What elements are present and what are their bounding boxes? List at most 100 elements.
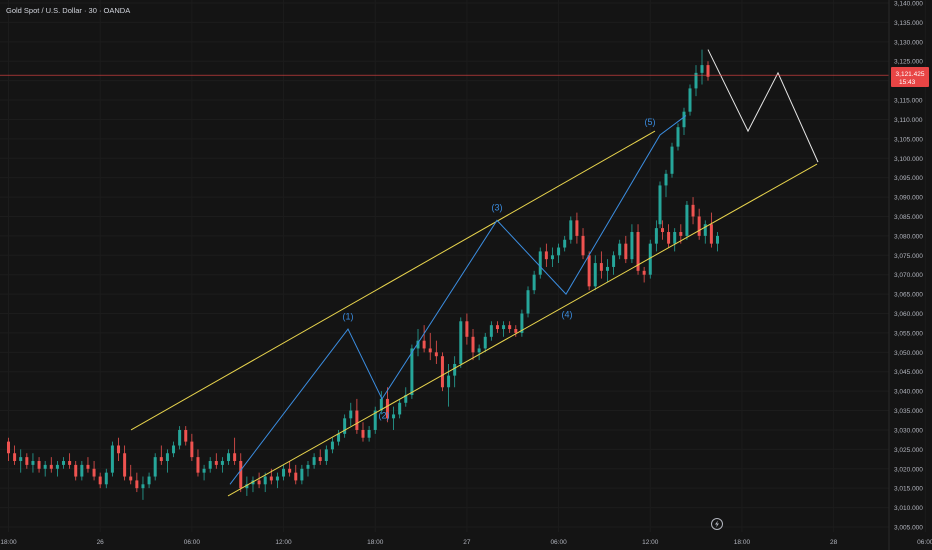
candle-body (670, 146, 674, 174)
candle-body (618, 243, 622, 256)
candle-body (349, 410, 353, 419)
candle-body (190, 441, 194, 458)
candle-body (288, 468, 292, 473)
time-tick-label: 06:00 (917, 539, 932, 546)
price-tick-label: 3,025.000 (894, 447, 923, 454)
price-tick-label: 3,050.000 (894, 350, 923, 357)
candle-body (104, 472, 108, 485)
price-tick-label: 3,015.000 (894, 486, 923, 493)
wave-label: (1) (343, 311, 354, 321)
candle-body (31, 461, 35, 465)
candle-body (636, 232, 640, 271)
candle-body (502, 325, 506, 330)
candles (7, 49, 719, 500)
candle-body (575, 220, 579, 236)
candle-body (654, 228, 658, 244)
candle-body (385, 398, 389, 419)
candle-body (706, 65, 710, 77)
countdown-label: 15:43 (899, 79, 916, 86)
candle-body (343, 418, 347, 434)
candle-body (557, 247, 561, 256)
candle-body (165, 453, 169, 462)
candle-body (282, 468, 286, 477)
candle-body (135, 480, 139, 489)
candle-body (184, 429, 188, 442)
price-tick-label: 3,010.000 (894, 505, 923, 512)
time-tick-label: 18:00 (367, 539, 384, 546)
candle-body (55, 464, 59, 469)
time-tick-label: 26 (97, 539, 105, 546)
candle-body (550, 255, 554, 260)
candle-body (19, 457, 23, 462)
candle-body (13, 453, 17, 462)
candle-body (630, 232, 634, 260)
candle-body (123, 453, 127, 477)
candle-body (147, 476, 151, 485)
candle-body (275, 476, 279, 481)
candle-body (477, 348, 481, 353)
candle-body (74, 464, 78, 477)
candle-body (25, 457, 29, 465)
grid (0, 0, 932, 532)
price-tick-label: 3,005.000 (894, 525, 923, 532)
candle-body (624, 243, 628, 260)
candle-body (447, 375, 451, 388)
price-tick-label: 3,125.000 (894, 59, 923, 66)
price-tick-label: 3,115.000 (894, 98, 923, 105)
wave-label: (5) (645, 117, 656, 127)
candle-body (92, 468, 96, 477)
candle-body (694, 72, 698, 89)
price-tick-label: 3,060.000 (894, 311, 923, 318)
price-tick-label: 3,080.000 (894, 233, 923, 240)
price-channel (130, 130, 818, 497)
price-tick-label: 3,100.000 (894, 156, 923, 163)
wave-label: (2) (379, 411, 390, 421)
projection-path (707, 49, 819, 163)
candle-body (398, 402, 402, 415)
time-tick-label: 06:00 (184, 539, 201, 546)
candle-body (471, 336, 475, 353)
time-tick-label: 27 (463, 539, 471, 546)
chart-title: Gold Spot / U.S. Dollar · 30 · OANDA (6, 6, 131, 15)
candle-body (587, 255, 591, 287)
price-axis[interactable]: 3,005.000 3,010.000 3,015.000 3,020.000 3,02… (888, 0, 923, 550)
candle-body (685, 204, 689, 236)
candle-body (178, 429, 182, 446)
wave-label: (4) (562, 310, 573, 320)
candle-body (202, 468, 206, 473)
candle-body (605, 266, 609, 271)
candle-body (612, 255, 616, 267)
price-tick-label: 3,065.000 (894, 292, 923, 299)
candle-body (697, 216, 701, 236)
candle-body (62, 461, 66, 465)
candle-body (245, 484, 249, 489)
candle-body (379, 398, 383, 411)
candle-body (159, 457, 163, 462)
candle-body (526, 290, 530, 314)
time-tick-label: 18:00 (0, 539, 17, 546)
channel-upper-line (130, 130, 656, 431)
candle-body (709, 224, 713, 244)
candle-body (483, 336, 487, 349)
time-tick-label: 12:00 (275, 539, 292, 546)
candle-body (196, 457, 200, 473)
price-tick-label: 3,085.000 (894, 214, 923, 221)
wave-path (229, 115, 687, 485)
time-tick-label: 28 (830, 539, 838, 546)
candle-body (404, 395, 408, 403)
price-tick-label: 3,070.000 (894, 272, 923, 279)
price-tick-label: 3,020.000 (894, 466, 923, 473)
time-axis[interactable]: 18:00 26 06:00 12:00 18:00 27 06:00 12:00 18:00 2… (0, 539, 932, 546)
price-tick-label: 3,140.000 (894, 1, 923, 8)
candle-body (703, 224, 707, 236)
lightning-icon[interactable] (711, 518, 723, 530)
candle-body (459, 321, 463, 364)
candle-body (355, 410, 359, 430)
channel-lower-line (227, 163, 818, 497)
candle-body (569, 220, 573, 240)
elliott-wave: (1) (2) (3) (4) (5) (229, 115, 687, 485)
candle-body (599, 263, 603, 271)
candle-body (361, 429, 365, 438)
candle-body (715, 235, 719, 244)
